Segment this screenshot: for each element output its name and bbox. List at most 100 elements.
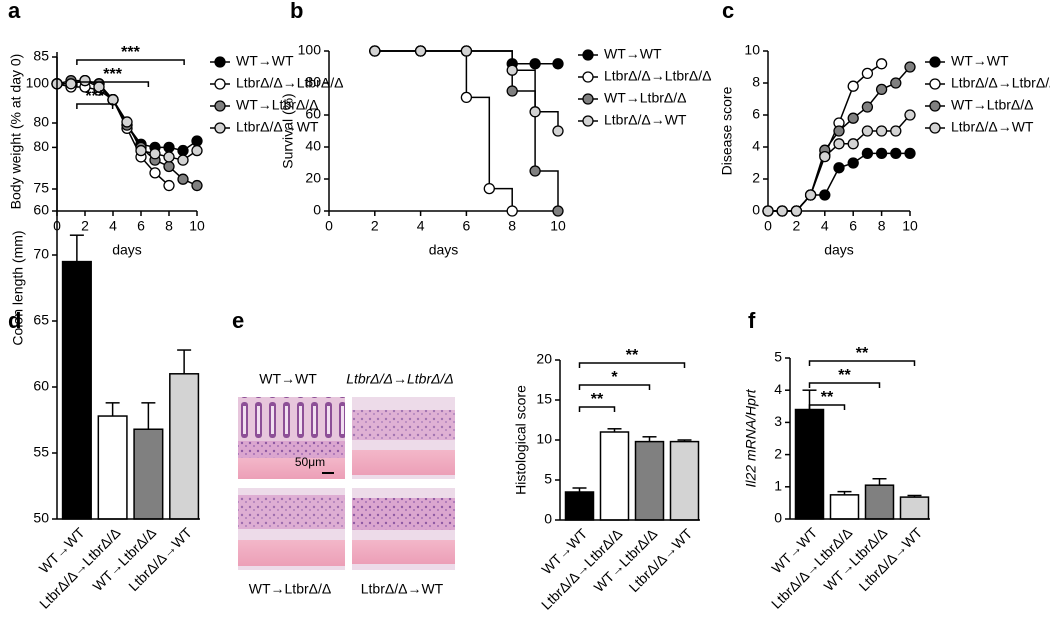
legend-marker [929,56,941,68]
y-axis-label: Survival (%) [280,93,296,168]
significance-label: ** [591,391,604,408]
legend-label: LtbrΔ/Δ→WT [604,112,687,128]
y-tick-label: 85 [33,48,49,64]
data-point [191,135,203,147]
bar [899,496,930,520]
x-axis-label: days [429,242,459,258]
y-axis-label: Colon length (mm) [10,230,26,345]
data-point [191,144,203,157]
significance-label: ** [626,347,639,364]
data-point [191,179,203,192]
y-tick-label: 3 [774,413,782,429]
data-point [904,147,916,160]
data-point [861,67,874,80]
histology-mucosa [352,498,455,530]
x-tick-label: 0 [325,218,333,234]
data-point [107,94,119,106]
legend-marker [214,100,226,112]
data-point [529,106,541,118]
image-label: WT→WT [259,371,317,387]
bar [599,431,630,521]
legend-marker [214,56,226,68]
legend-marker [214,122,226,134]
y-tick-label: 80 [305,74,321,90]
panel-label: f [748,308,756,333]
y-tick-label: 55 [33,444,49,460]
data-point [804,189,817,201]
legend-marker [929,100,941,112]
significance-bracket [578,384,651,390]
panel-label: d [8,308,21,333]
y-tick-label: 65 [33,312,49,328]
x-tick-label: 4 [417,218,425,234]
bar [133,428,164,520]
bar [634,440,665,521]
significance-bracket [76,59,185,65]
data-point [414,45,427,57]
histology-muscle [238,458,345,479]
data-point [177,154,189,166]
y-tick-label: 50 [33,510,49,526]
y-tick-label: 60 [33,202,49,218]
x-tick-label: 10 [189,218,205,234]
legend-label: LtbrΔ/Δ→LtbrΔ/Δ [604,68,711,84]
data-point [762,205,774,217]
histology-crypts [238,397,345,441]
x-axis-label: days [112,242,142,258]
legend-marker [582,93,594,105]
y-tick-label: 8 [752,74,760,90]
data-point [460,45,473,57]
y-tick-label: 15 [536,391,552,407]
significance-label: *** [121,44,140,61]
y-tick-label: 60 [33,378,49,394]
bar [61,260,92,520]
y-tick-label: 0 [774,510,782,526]
data-point [163,160,175,173]
histology-mucosa [238,495,345,529]
data-point [460,91,473,104]
data-point [776,205,788,217]
data-point [149,167,161,179]
significance-bracket [808,382,881,388]
data-point [177,173,189,185]
x-tick-label: 8 [878,218,886,234]
image-label: WT→LtbrΔ/Δ [249,581,331,597]
y-tick-label: 80 [33,114,49,130]
x-tick-label: 2 [81,218,89,234]
y-tick-label: 1 [774,478,782,494]
bar [169,373,200,520]
significance-label: ** [856,345,869,362]
data-point [833,125,845,137]
histology-muscle [352,450,455,475]
scale-bar-label: 50μm [295,455,325,469]
legend-label: LtbrΔ/Δ→LtbrΔ/Δ [951,75,1050,91]
data-point [875,58,888,70]
panel-label: e [232,308,244,333]
data-point [861,147,874,160]
y-tick-label: 0 [313,202,321,218]
legend-marker [582,71,594,83]
legend-label: WT→WT [604,46,662,62]
x-tick-label: 10 [550,218,566,234]
significance-bracket [808,360,916,366]
y-tick-label: 2 [752,170,760,186]
data-point [163,179,175,192]
bar [794,408,825,520]
y-tick-label: 20 [305,170,321,186]
significance-label: ** [838,367,851,384]
x-tick-label: 4 [821,218,829,234]
data-point [833,162,845,174]
x-tick-label: 2 [793,218,801,234]
x-tick-label: 4 [109,218,117,234]
data-point [847,112,859,124]
data-point [861,125,874,137]
bar [97,415,128,520]
data-point [875,125,888,137]
histology-muscle [352,540,455,564]
y-tick-label: 10 [536,431,552,447]
y-axis-label: Histological score [513,385,529,495]
data-point [506,205,518,217]
y-tick-label: 100 [298,42,322,58]
y-tick-label: 20 [536,351,552,367]
data-point [149,148,161,160]
